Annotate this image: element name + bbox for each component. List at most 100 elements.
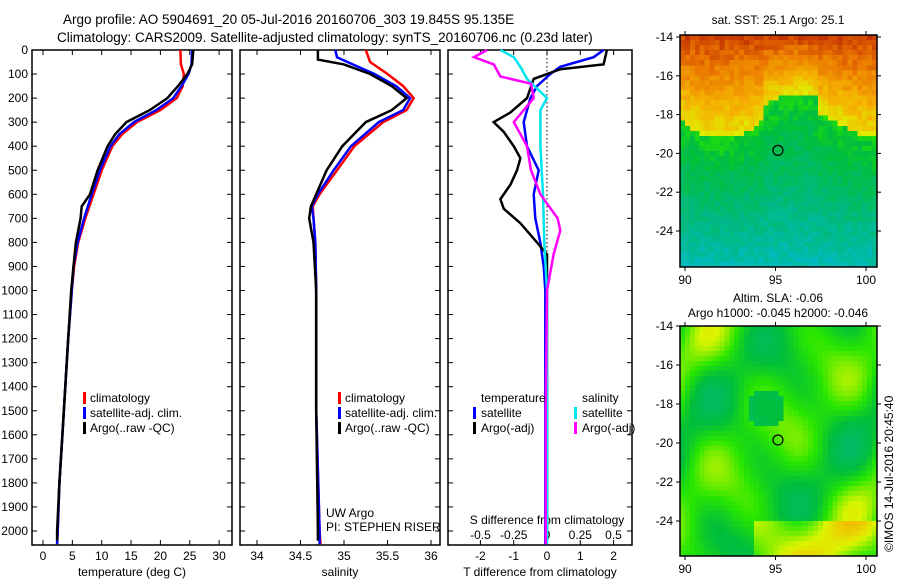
legend-label: Argo(-adj) <box>582 421 635 435</box>
argo-location-marker <box>772 434 784 446</box>
sst-map-title: sat. SST: 25.1 Argo: 25.1 <box>712 13 845 27</box>
map-frame <box>679 34 878 268</box>
legend-swatch <box>83 392 86 404</box>
s-tick-label: 0.5 <box>605 528 622 542</box>
map-y-tick-label: -14 <box>656 319 674 333</box>
s-tick-label: -0.25 <box>500 528 528 542</box>
legend-label: climatology <box>90 391 150 405</box>
legend-label: Argo(..raw -QC) <box>345 421 430 435</box>
legend-label: satellite-adj. clim. <box>345 406 437 420</box>
map-y-tick-label: -22 <box>656 185 674 199</box>
legend-swatch <box>574 422 577 434</box>
depth-tick-label: 600 <box>8 187 28 201</box>
map-x-tick-label: 90 <box>678 273 692 287</box>
map-y-tick-label: -18 <box>656 108 674 122</box>
legend-heading-temperature: temperature <box>481 391 546 405</box>
legend-label: satellite <box>582 406 623 420</box>
x-axis-label: T difference from climatology <box>463 565 617 579</box>
sla-map-subtitle: Argo h1000: -0.045 h2000: -0.046 <box>688 306 868 320</box>
sst-map-image <box>680 35 877 267</box>
x-tick-label: 25 <box>183 549 197 563</box>
map-x-tick-label: 100 <box>856 562 876 576</box>
series-line-t-satellite <box>522 48 605 545</box>
x-tick-label: 1 <box>577 549 584 563</box>
legend-label: satellite-adj. clim. <box>90 406 182 420</box>
x-axis-label: salinity <box>322 565 359 579</box>
x-tick-label: -1 <box>508 549 519 563</box>
map-y-tick-label: -16 <box>656 358 674 372</box>
map-y-tick-label: -24 <box>656 224 674 238</box>
credit-line-2: PI: STEPHEN RISER <box>326 520 441 534</box>
legend-swatch <box>338 422 341 434</box>
map-y-tick-label: -20 <box>656 146 674 160</box>
depth-tick-label: 800 <box>8 235 28 249</box>
x-tick-label: 34 <box>250 549 264 563</box>
depth-tick-label: 1600 <box>1 428 28 442</box>
x-tick-label: 5 <box>69 549 76 563</box>
depth-tick-label: 1000 <box>1 284 28 298</box>
x-tick-label: 15 <box>124 549 138 563</box>
legend-swatch <box>574 407 577 419</box>
map-y-tick-label: -20 <box>656 436 674 450</box>
title-line-1: Argo profile: AO 5904691_20 05-Jul-2016 … <box>63 12 514 27</box>
map-y-tick-label: -22 <box>656 475 674 489</box>
map-x-tick-label: 95 <box>769 562 783 576</box>
credit-line-1: UW Argo <box>326 506 374 520</box>
depth-tick-label: 1100 <box>2 308 28 322</box>
depth-tick-label: 1200 <box>1 332 28 346</box>
legend-label: satellite <box>481 406 522 420</box>
depth-tick-label: 2000 <box>1 524 28 538</box>
depth-tick-label: 900 <box>8 259 28 273</box>
legend-swatch <box>338 407 341 419</box>
x-tick-label: 2 <box>610 549 617 563</box>
depth-tick-label: 1700 <box>1 452 28 466</box>
series-line-s-argo-adj- <box>470 48 562 545</box>
depth-tick-label: 400 <box>8 139 28 153</box>
series-line-s-satellite <box>499 48 549 545</box>
legend-swatch <box>473 407 476 419</box>
s-tick-label: 0.25 <box>569 528 593 542</box>
legend-label: climatology <box>345 391 405 405</box>
depth-tick-label: 1400 <box>1 380 28 394</box>
depth-tick-label: 0 <box>21 43 28 57</box>
x-tick-label: -2 <box>475 549 486 563</box>
sla-map-title: Altim. SLA: -0.06 <box>733 291 823 305</box>
sla-map-image <box>680 326 877 556</box>
plot-frame-2 <box>447 49 633 546</box>
x-tick-label: 36 <box>424 549 438 563</box>
legend-swatch <box>473 422 476 434</box>
legend-label: Argo(-adj) <box>481 421 534 435</box>
x-tick-label: 10 <box>95 549 109 563</box>
depth-tick-label: 100 <box>8 67 28 81</box>
title-line-2: Climatology: CARS2009. Satellite-adjuste… <box>57 30 593 45</box>
series-line-t-argo-adj- <box>491 49 609 541</box>
series-line-argo-raw-qc- <box>307 50 409 541</box>
depth-tick-label: 500 <box>8 163 28 177</box>
map-y-tick-label: -16 <box>656 69 674 83</box>
map-y-tick-label: -14 <box>656 30 674 44</box>
plot-frame-0 <box>31 49 233 546</box>
depth-tick-label: 1800 <box>1 476 28 490</box>
s-tick-label: -0.5 <box>470 528 491 542</box>
legend-swatch <box>83 407 86 419</box>
series-line-satellite-adj-clim- <box>310 49 412 545</box>
x-tick-label: 35.5 <box>376 549 400 563</box>
legend-heading-salinity: salinity <box>582 391 619 405</box>
x-axis-label: temperature (deg C) <box>78 565 186 579</box>
map-x-tick-label: 90 <box>678 562 692 576</box>
x-tick-label: 0 <box>40 549 47 563</box>
depth-tick-label: 1500 <box>1 404 28 418</box>
x-tick-label: 35 <box>337 549 351 563</box>
legend-label: Argo(..raw -QC) <box>90 421 175 435</box>
map-x-tick-label: 100 <box>856 273 876 287</box>
x-tick-label: 30 <box>212 549 226 563</box>
legend-swatch <box>338 392 341 404</box>
plot-frame-1 <box>239 49 441 546</box>
argo-location-marker <box>772 144 784 156</box>
imos-watermark: ©IMOS 14-Jul-2016 20:45:40 <box>882 395 896 552</box>
x-tick-label: 34.5 <box>289 549 313 563</box>
series-line-argo-raw-qc- <box>55 49 195 541</box>
series-line-climatology <box>55 49 186 545</box>
